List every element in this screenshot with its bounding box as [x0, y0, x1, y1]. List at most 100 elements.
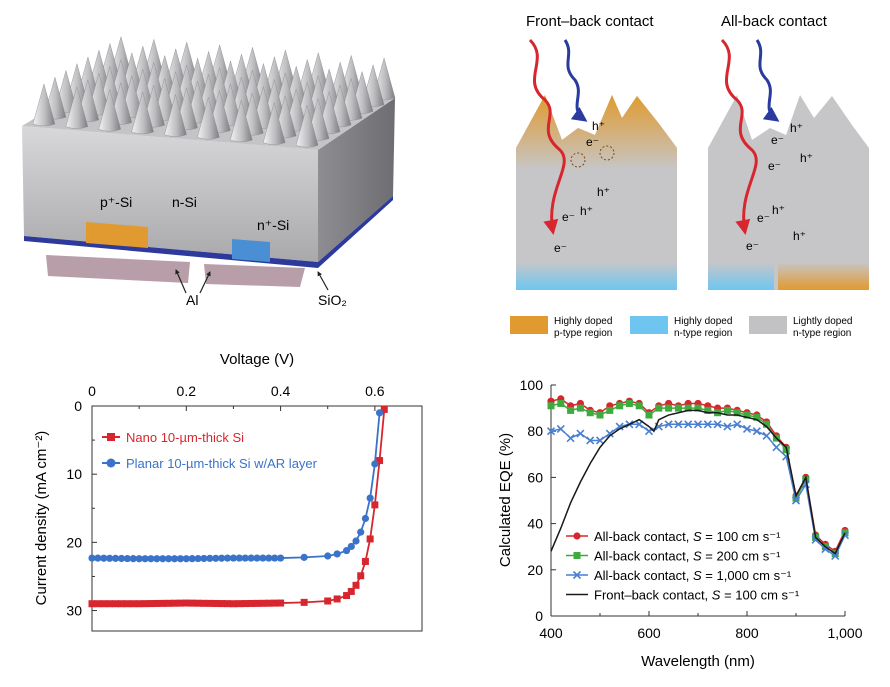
eqe-point-1 — [655, 404, 663, 412]
front-back-title: Front–back contact — [526, 13, 654, 30]
eqe-point-2 — [556, 424, 565, 433]
eqe-point-2 — [546, 427, 556, 436]
legend-p-line1: Highly doped — [554, 316, 612, 327]
eqe-point-1 — [547, 402, 555, 410]
doping-legend: Highly doped p-type region Highly doped … — [510, 316, 853, 339]
panel-a-device-schematic: p⁺-Si n-Si n⁺-Si Al SiO₂ — [22, 35, 396, 308]
eqe-legend-label-2: All-back contact, S = 1,000 cm s⁻¹ — [594, 568, 792, 583]
front-carrier-e-1: e⁻ — [586, 135, 599, 149]
legend-p-line2: p-type region — [554, 328, 612, 339]
jv-point-1 — [265, 554, 273, 562]
jv-point-1 — [247, 554, 255, 562]
jv-point-1 — [218, 554, 226, 562]
jv-point-1 — [159, 555, 167, 563]
jv-point-0 — [347, 587, 355, 595]
jv-point-1 — [229, 554, 238, 562]
eqe-legend: All-back contact, S = 100 cm s⁻¹ All-back… — [566, 529, 800, 603]
jv-point-1 — [129, 555, 137, 563]
jv-point-0 — [176, 599, 184, 607]
eqe-point-1 — [723, 406, 731, 414]
n-plus-si-label: n⁺-Si — [257, 217, 289, 233]
jv-point-0 — [129, 600, 137, 608]
eqe-point-2 — [605, 429, 614, 438]
front-carrier-e-2: e⁻ — [562, 210, 575, 224]
cone — [262, 101, 286, 145]
all-back-title: All-back contact — [721, 13, 828, 30]
jv-point-0 — [224, 600, 232, 608]
eqe-point-1 — [704, 406, 712, 414]
jv-xtick-label: 0 — [88, 383, 96, 399]
eqe-point-1 — [733, 409, 741, 417]
jv-point-0 — [188, 599, 196, 607]
all-back-silicon — [708, 95, 869, 290]
jv-point-1 — [371, 460, 379, 468]
jv-point-0 — [218, 600, 226, 608]
jv-point-0 — [88, 600, 96, 608]
jv-point-1 — [357, 528, 365, 536]
jv-point-1 — [206, 554, 214, 562]
eqe-point-2 — [684, 420, 693, 429]
jv-plot-frame — [91, 405, 423, 632]
jv-point-1 — [212, 554, 220, 562]
jv-point-0 — [100, 600, 108, 608]
legend-swatch-n — [630, 316, 668, 334]
sio2-pointer — [317, 271, 329, 291]
jv-point-1 — [188, 555, 196, 563]
eqe-point-1 — [665, 404, 673, 412]
al-label: Al — [186, 292, 198, 308]
back-carrier-e-3: e⁻ — [757, 211, 770, 225]
eqe-xtick-label: 1,000 — [827, 625, 862, 641]
jv-point-0 — [194, 599, 202, 607]
jv-xtick-label: 0.4 — [271, 383, 291, 399]
jv-point-0 — [271, 599, 279, 607]
eqe-point-2 — [811, 535, 820, 544]
jv-point-1 — [235, 554, 243, 562]
jv-axes: 0 0.2 0.4 0.6 0 10 20 30 — [66, 383, 384, 619]
jv-point-1 — [241, 554, 249, 562]
eqe-point-2 — [713, 420, 722, 429]
blue-light-ray-front — [563, 39, 588, 122]
jv-point-0 — [253, 599, 261, 607]
back-carrier-e-2: e⁻ — [768, 159, 781, 173]
jv-ylabel: Current density (mA cm⁻²) — [33, 431, 50, 606]
jv-point-0 — [171, 599, 178, 607]
eqe-point-2 — [752, 427, 761, 436]
jv-point-1 — [135, 555, 143, 563]
back-carrier-h-4: h⁺ — [793, 229, 806, 243]
jv-point-0 — [352, 581, 360, 589]
sio2-label: SiO₂ — [318, 292, 347, 308]
cone — [98, 88, 121, 132]
eqe-ytick-label: 100 — [520, 377, 544, 393]
eqe-xtick-label: 600 — [637, 625, 661, 641]
jv-point-1 — [259, 554, 267, 562]
jv-point-1 — [347, 542, 355, 551]
jv-point-0 — [229, 600, 237, 608]
jv-point-1 — [123, 554, 131, 563]
eqe-point-2 — [674, 420, 683, 429]
eqe-point-2 — [586, 436, 595, 445]
jv-point-1 — [200, 554, 208, 563]
jv-point-0 — [380, 405, 388, 413]
eqe-point-2 — [576, 429, 585, 438]
eqe-point-1 — [625, 399, 633, 407]
front-back-n-contact — [516, 262, 677, 290]
eqe-point-2 — [664, 420, 673, 429]
jv-point-0 — [147, 600, 155, 608]
jv-point-0 — [277, 599, 285, 607]
jv-point-0 — [106, 600, 114, 608]
eqe-point-2 — [762, 431, 771, 440]
eqe-point-2 — [742, 424, 752, 433]
p-plus-si-label: p⁺-Si — [100, 194, 132, 210]
jv-legend-marker-planar — [106, 458, 116, 468]
jv-point-0 — [141, 600, 149, 608]
eqe-point-2 — [831, 551, 840, 561]
jv-point-0 — [300, 598, 308, 606]
jv-point-0 — [94, 600, 102, 608]
al-contact-left — [46, 255, 190, 283]
jv-point-1 — [165, 555, 173, 563]
eqe-point-2 — [733, 420, 742, 429]
eqe-ytick-label: 60 — [527, 469, 543, 485]
jv-point-0 — [343, 592, 351, 600]
eqe-point-2 — [595, 436, 605, 445]
jv-ytick-label: 10 — [66, 466, 82, 482]
